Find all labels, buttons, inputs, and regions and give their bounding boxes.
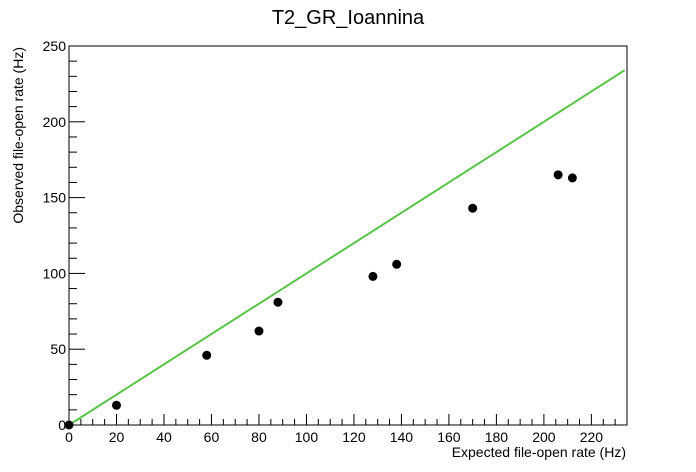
y-tick-label: 50 bbox=[50, 341, 66, 357]
data-point bbox=[468, 203, 478, 213]
x-tick-label: 140 bbox=[390, 429, 414, 445]
x-tick-label: 80 bbox=[251, 429, 267, 445]
x-tick-label: 120 bbox=[342, 429, 366, 445]
plot-frame bbox=[68, 45, 628, 426]
y-axis-title: Observed file-open rate (Hz) bbox=[10, 47, 26, 224]
reference-line bbox=[68, 69, 626, 426]
data-point bbox=[273, 297, 283, 307]
x-tick-label: 220 bbox=[580, 429, 604, 445]
data-point bbox=[567, 173, 577, 183]
data-points bbox=[64, 170, 577, 430]
data-point bbox=[64, 420, 74, 430]
data-point bbox=[368, 271, 378, 281]
data-point bbox=[202, 350, 212, 360]
y-axis: 0 50 100 150 200 250 bbox=[43, 38, 85, 433]
data-point bbox=[553, 170, 563, 180]
data-point bbox=[111, 400, 121, 410]
x-axis-title: Expected file-open rate (Hz) bbox=[452, 444, 626, 460]
y-tick-label: 100 bbox=[43, 265, 67, 281]
data-point bbox=[392, 259, 402, 269]
x-axis: 0 20 40 60 80 100 120 140 160 180 200 220 bbox=[65, 414, 628, 445]
x-tick-label: 200 bbox=[532, 429, 556, 445]
x-tick-label: 160 bbox=[437, 429, 461, 445]
y-tick-label: 200 bbox=[43, 114, 67, 130]
x-tick-label: 20 bbox=[109, 429, 125, 445]
data-point bbox=[254, 326, 264, 336]
x-tick-label: 180 bbox=[485, 429, 509, 445]
chart-title: T2_GR_Ioannina bbox=[272, 7, 425, 29]
x-tick-label: 100 bbox=[295, 429, 319, 445]
y-tick-label: 250 bbox=[43, 38, 67, 54]
x-tick-label: 60 bbox=[204, 429, 220, 445]
x-tick-label: 40 bbox=[156, 429, 172, 445]
x-tick-label: 0 bbox=[65, 429, 73, 445]
y-tick-label: 0 bbox=[58, 417, 66, 433]
y-tick-label: 150 bbox=[43, 190, 67, 206]
reference-line-group bbox=[68, 69, 626, 426]
